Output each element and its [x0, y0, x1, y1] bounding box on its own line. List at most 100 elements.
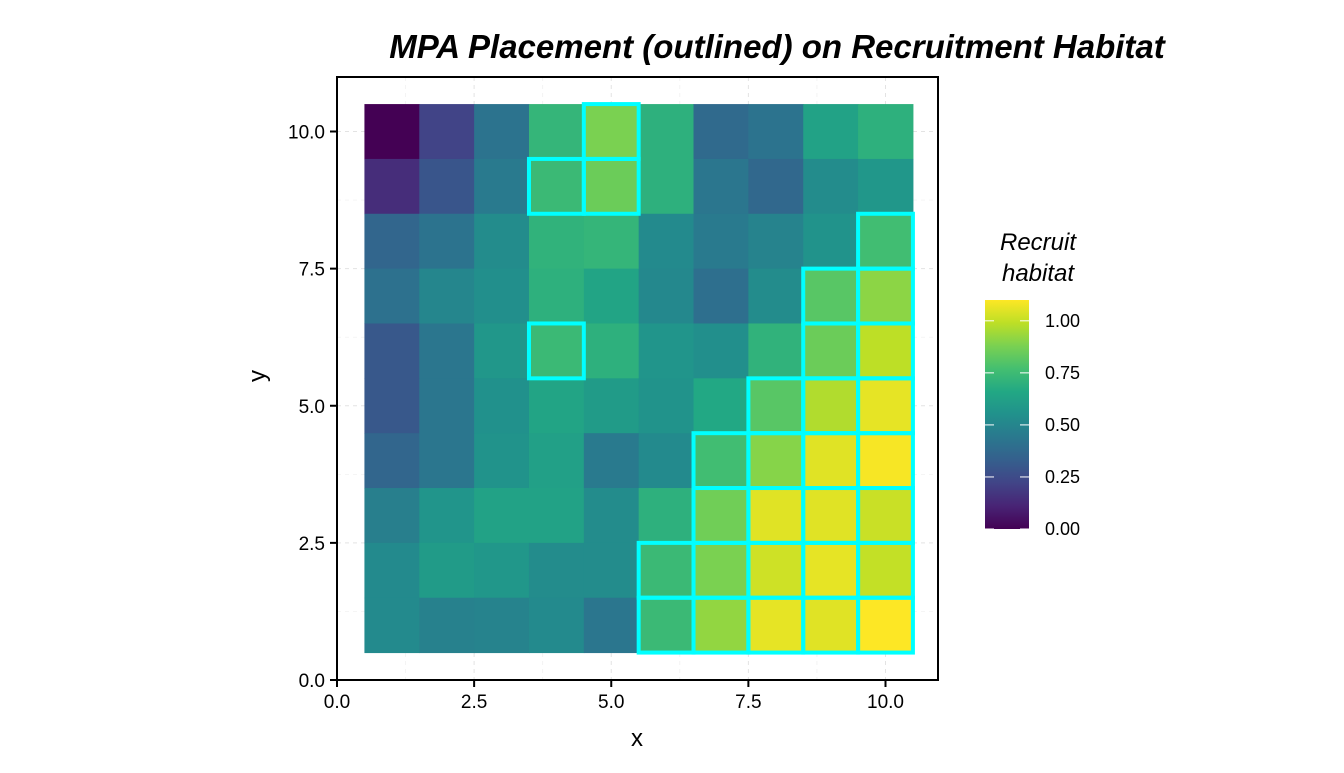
- colorbar: [985, 300, 1029, 529]
- heatmap-cell: [474, 597, 530, 654]
- heatmap-cell: [528, 104, 585, 160]
- y-tick-label: 10.0: [288, 123, 325, 144]
- heatmap-cell: [419, 433, 475, 489]
- legend-tick-label: 0.25: [1045, 467, 1080, 487]
- heatmap-cell: [803, 433, 859, 489]
- heatmap-cell: [638, 213, 695, 270]
- heatmap-cell: [858, 213, 914, 270]
- heatmap-cell: [419, 323, 475, 379]
- legend-title-line1: Recruit: [1000, 229, 1077, 256]
- heatmap-cell: [364, 597, 420, 654]
- heatmap-cell: [583, 268, 640, 324]
- heatmap-cells: [364, 104, 914, 654]
- heatmap-cell: [748, 378, 804, 434]
- heatmap-cell: [638, 378, 695, 434]
- heatmap-cell: [858, 268, 914, 324]
- heatmap-cell: [364, 268, 420, 324]
- heatmap-cell: [583, 488, 640, 544]
- heatmap-cell: [474, 378, 530, 434]
- mpa-outline: [856, 595, 915, 655]
- heatmap-cell: [803, 542, 859, 599]
- heatmap-cell: [638, 433, 695, 489]
- heatmap-cell: [364, 104, 420, 160]
- heatmap-cell: [583, 433, 640, 489]
- heatmap-cell: [638, 158, 695, 215]
- heatmap-cell: [364, 542, 420, 599]
- x-tick-label: 0.0: [324, 692, 350, 713]
- heatmap-cell: [858, 488, 914, 544]
- y-tick-label: 7.5: [299, 260, 325, 281]
- heatmap-cell: [693, 268, 749, 324]
- heatmap-cell: [528, 542, 585, 599]
- heatmap-cell: [583, 542, 640, 599]
- heatmap-cell: [693, 158, 749, 215]
- y-axis: 0.0 2.5 5.0 7.5 10.0: [288, 123, 337, 692]
- heatmap-cell: [803, 104, 859, 160]
- heatmap-cell: [693, 597, 749, 654]
- heatmap-cell: [638, 268, 695, 324]
- legend: Recruit habitat 0.00 0.25 0.50 0.75 1.00: [985, 229, 1080, 539]
- heatmap-cell: [528, 488, 585, 544]
- heatmap-cell: [693, 323, 749, 379]
- heatmap-cell: [364, 433, 420, 489]
- heatmap-cell: [474, 323, 530, 379]
- heatmap-cell: [419, 378, 475, 434]
- heatmap-cell: [364, 378, 420, 434]
- heatmap-cell: [693, 542, 749, 599]
- heatmap-cell: [748, 323, 804, 379]
- heatmap-cell: [748, 542, 804, 599]
- heatmap-cell: [858, 104, 914, 160]
- heatmap-cell: [693, 488, 749, 544]
- x-tick-label: 7.5: [735, 692, 761, 713]
- heatmap-cell: [528, 268, 585, 324]
- heatmap-cell: [419, 488, 475, 544]
- y-tick-label: 0.0: [299, 671, 325, 692]
- heatmap-cell: [803, 268, 859, 324]
- heatmap-cell: [419, 158, 475, 215]
- heatmap-cell: [803, 378, 859, 434]
- heatmap-cell: [693, 104, 749, 160]
- legend-tick-label: 0.00: [1045, 519, 1080, 539]
- legend-tick-label: 0.75: [1045, 363, 1080, 383]
- heatmap-cell: [693, 433, 749, 489]
- heatmap-cell: [528, 323, 585, 379]
- heatmap-cell: [748, 104, 804, 160]
- legend-tick-label: 0.50: [1045, 415, 1080, 435]
- heatmap-cell: [803, 488, 859, 544]
- heatmap-cell: [693, 213, 749, 270]
- heatmap-cell: [528, 433, 585, 489]
- heatmap-cell: [419, 213, 475, 270]
- heatmap-cell: [858, 542, 914, 599]
- heatmap-cell: [364, 158, 420, 215]
- legend-tick-label: 1.00: [1045, 311, 1080, 331]
- x-tick-label: 10.0: [867, 692, 904, 713]
- heatmap-cell: [419, 597, 475, 654]
- y-tick-label: 2.5: [299, 534, 325, 555]
- heatmap-cell: [858, 378, 914, 434]
- legend-title-line2: habitat: [1002, 260, 1075, 287]
- heatmap-cell: [528, 213, 585, 270]
- mpa-outlines: [526, 102, 915, 655]
- chart-title: MPA Placement (outlined) on Recruitment …: [389, 28, 1167, 65]
- x-axis-label: x: [631, 725, 643, 752]
- heatmap-cell: [583, 213, 640, 270]
- heatmap-cell: [364, 488, 420, 544]
- heatmap-cell: [419, 542, 475, 599]
- heatmap-cell: [638, 323, 695, 379]
- heatmap-cell: [419, 104, 475, 160]
- x-tick-label: 5.0: [598, 692, 624, 713]
- heatmap-cell: [748, 488, 804, 544]
- panel-border: [336, 76, 939, 681]
- x-tick-label: 2.5: [461, 692, 487, 713]
- heatmap-cell: [858, 158, 914, 215]
- heatmap-cell: [474, 213, 530, 270]
- heatmap-cell: [638, 597, 695, 654]
- heatmap-cell: [474, 542, 530, 599]
- heatmap-cell: [803, 323, 859, 379]
- heatmap-cell: [638, 104, 695, 160]
- heatmap-cell: [583, 597, 640, 654]
- heatmap-cell: [748, 597, 804, 654]
- heatmap-cell: [528, 597, 585, 654]
- heatmap-cell: [858, 323, 914, 379]
